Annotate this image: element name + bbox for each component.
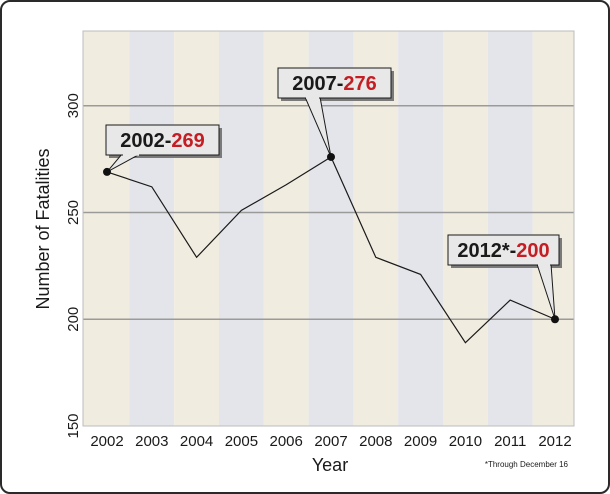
x-tick-2003: 2003: [135, 433, 168, 450]
band-2009: [398, 31, 443, 426]
x-tick-2008: 2008: [359, 433, 392, 450]
x-tick-2005: 2005: [225, 433, 258, 450]
x-tick-2011: 2011: [494, 433, 526, 450]
x-tick-labels: 2002 2003 2004 2005 2006 2007 2008 2009 2010 2011…: [90, 433, 571, 450]
y-tick-150: 150: [65, 413, 82, 438]
y-tick-250: 250: [65, 200, 82, 225]
x-tick-2004: 2004: [180, 433, 213, 450]
x-tick-2007: 2007: [314, 433, 347, 450]
callout-box: [277, 67, 392, 99]
band-2012: [532, 31, 574, 426]
callout-value: 200: [516, 240, 549, 262]
x-tick-2006: 2006: [270, 433, 303, 450]
band-2011: [487, 31, 533, 426]
band-2005: [219, 31, 264, 426]
point-2002: [103, 167, 111, 176]
x-tick-2009: 2009: [404, 433, 437, 450]
callout-separator: -: [337, 73, 344, 95]
band-2002: [83, 31, 130, 426]
band-2004: [174, 31, 219, 426]
point-2007: [327, 152, 335, 161]
callout-value: 276: [343, 73, 376, 95]
callout-box: [447, 234, 560, 266]
y-axis-title: Number of Fatalities: [33, 148, 53, 309]
callout-label: 2007-276: [292, 73, 377, 95]
callout-2012: 2012*-200: [447, 234, 562, 320]
y-tick-labels: 150 200 250 300: [65, 93, 82, 438]
callout-label: 2012*-200: [457, 240, 549, 262]
point-2012: [551, 315, 559, 324]
callout-year: 2012*: [457, 240, 509, 262]
callout-box: [105, 124, 220, 156]
callout-separator: -: [165, 130, 172, 152]
x-axis-title: Year: [312, 455, 348, 475]
callout-separator: -: [510, 240, 517, 262]
footnote: *Through December 16: [485, 460, 569, 469]
callout-2002: 2002-269: [105, 124, 222, 173]
callout-year: 2002: [120, 130, 165, 152]
callout-year: 2007: [292, 73, 337, 95]
callout-2007: 2007-276: [277, 67, 394, 158]
plot-area-border: [82, 30, 575, 427]
y-tick-200: 200: [65, 307, 82, 332]
band-2010: [443, 31, 488, 426]
x-tick-2002: 2002: [90, 433, 123, 450]
x-tick-2010: 2010: [449, 433, 482, 450]
background-bands: [83, 31, 574, 426]
callout-label: 2002-269: [120, 130, 205, 152]
band-2003: [129, 31, 175, 426]
x-tick-2012: 2012: [538, 433, 571, 450]
gridlines: [82, 30, 575, 427]
y-tick-300: 300: [65, 93, 82, 118]
callout-value: 269: [171, 130, 204, 152]
